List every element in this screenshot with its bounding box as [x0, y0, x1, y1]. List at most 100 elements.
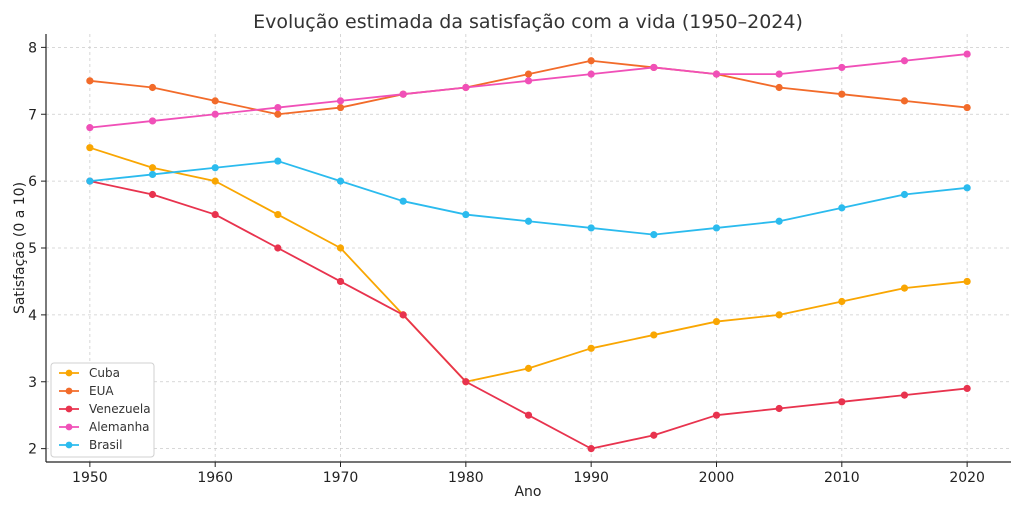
data-point-cuba	[148, 164, 157, 172]
y-tick-label: 8	[28, 40, 37, 56]
data-point-venezuela	[712, 411, 721, 419]
data-point-venezuela	[399, 311, 407, 319]
y-tick-label: 7	[28, 107, 37, 123]
series-cuba	[86, 144, 971, 386]
y-tick-label: 3	[28, 375, 37, 391]
legend-box	[50, 362, 155, 458]
data-point-alemanha	[462, 83, 470, 92]
y-tick-label: 2	[28, 442, 37, 458]
data-point-cuba	[524, 364, 533, 372]
x-tick-label: 1990	[573, 470, 609, 486]
data-point-brasil	[148, 170, 157, 179]
data-point-venezuela	[524, 411, 533, 419]
data-point-venezuela	[211, 210, 219, 219]
data-point-alemanha	[399, 90, 407, 98]
legend-label: Alemanha	[89, 420, 150, 434]
data-point-alemanha	[336, 97, 345, 105]
data-point-venezuela	[274, 244, 282, 252]
data-point-venezuela	[587, 445, 595, 453]
data-point-cuba	[775, 311, 783, 319]
data-point-eua	[587, 57, 595, 65]
data-point-alemanha	[587, 70, 595, 78]
data-point-cuba	[211, 177, 219, 185]
x-tick-label: 1950	[72, 470, 108, 486]
x-tick-label: 2020	[949, 470, 985, 486]
data-point-eua	[148, 83, 157, 92]
data-point-cuba	[86, 144, 94, 152]
legend-swatch-marker	[65, 441, 73, 449]
chart-title: Evolução estimada da satisfação com a vi…	[253, 11, 803, 33]
data-point-brasil	[900, 190, 909, 199]
data-point-cuba	[712, 317, 721, 326]
data-point-cuba	[274, 210, 282, 219]
x-tick-label: 2000	[699, 470, 735, 486]
data-point-alemanha	[274, 103, 282, 112]
x-tick-label: 1980	[448, 470, 484, 486]
legend-label: Brasil	[89, 438, 122, 452]
data-point-eua	[336, 103, 345, 112]
legend-swatch-marker	[65, 387, 73, 395]
legend-item: Brasil	[59, 438, 122, 452]
data-point-eua	[838, 90, 846, 98]
data-point-venezuela	[900, 391, 909, 399]
data-point-cuba	[838, 297, 846, 306]
data-point-alemanha	[900, 57, 909, 65]
data-point-brasil	[963, 184, 971, 192]
data-point-venezuela	[462, 378, 470, 386]
data-point-venezuela	[148, 190, 157, 199]
data-point-brasil	[524, 217, 533, 225]
data-point-venezuela	[336, 277, 345, 286]
legend-swatch-marker	[65, 369, 73, 377]
x-tick-label: 2010	[824, 470, 860, 486]
data-point-cuba	[963, 277, 971, 286]
legend-label: Venezuela	[89, 402, 151, 416]
legend: Cuba EUA Venezuela Alemanha Brasil	[50, 362, 155, 458]
legend-label: Cuba	[89, 366, 120, 380]
data-point-eua	[963, 103, 971, 112]
data-point-venezuela	[775, 404, 783, 413]
legend-swatch-marker	[65, 405, 73, 413]
data-point-venezuela	[650, 431, 658, 439]
data-point-venezuela	[963, 384, 971, 393]
x-tick-label: 1970	[323, 470, 359, 486]
x-axis-label: Ano	[514, 484, 541, 500]
data-point-alemanha	[775, 70, 783, 78]
data-point-alemanha	[963, 50, 971, 58]
data-point-alemanha	[838, 63, 846, 72]
data-point-alemanha	[148, 117, 157, 125]
x-tick-label: 1960	[197, 470, 233, 486]
y-tick-label: 5	[28, 241, 37, 257]
series-brasil	[86, 157, 971, 239]
data-point-cuba	[650, 331, 658, 339]
data-point-brasil	[274, 157, 282, 165]
y-axis-label: Satisfação (0 a 10)	[12, 182, 28, 314]
legend-item: EUA	[59, 384, 114, 398]
data-point-brasil	[838, 204, 846, 212]
series-alemanha	[86, 50, 971, 132]
data-point-alemanha	[650, 63, 658, 72]
data-point-cuba	[587, 344, 595, 352]
data-point-brasil	[399, 197, 407, 205]
legend-item: Venezuela	[59, 402, 151, 416]
series-venezuela	[86, 177, 971, 453]
data-point-eua	[900, 97, 909, 105]
data-point-eua	[211, 97, 219, 105]
x-ticks: 1950 1960 1970 1980 1990 2000 2010 2020	[72, 462, 985, 486]
data-point-alemanha	[524, 77, 533, 85]
data-point-brasil	[587, 224, 595, 232]
data-point-alemanha	[712, 70, 721, 78]
data-point-eua	[775, 83, 783, 92]
data-point-venezuela	[838, 398, 846, 406]
series-group	[86, 50, 971, 453]
legend-item: Cuba	[59, 366, 120, 380]
data-point-cuba	[336, 244, 345, 252]
y-tick-label: 6	[28, 174, 37, 190]
legend-swatch-marker	[65, 423, 73, 431]
data-point-brasil	[712, 224, 721, 232]
data-point-brasil	[650, 231, 658, 239]
data-point-brasil	[775, 217, 783, 225]
data-point-brasil	[86, 177, 94, 185]
data-point-eua	[86, 77, 94, 85]
